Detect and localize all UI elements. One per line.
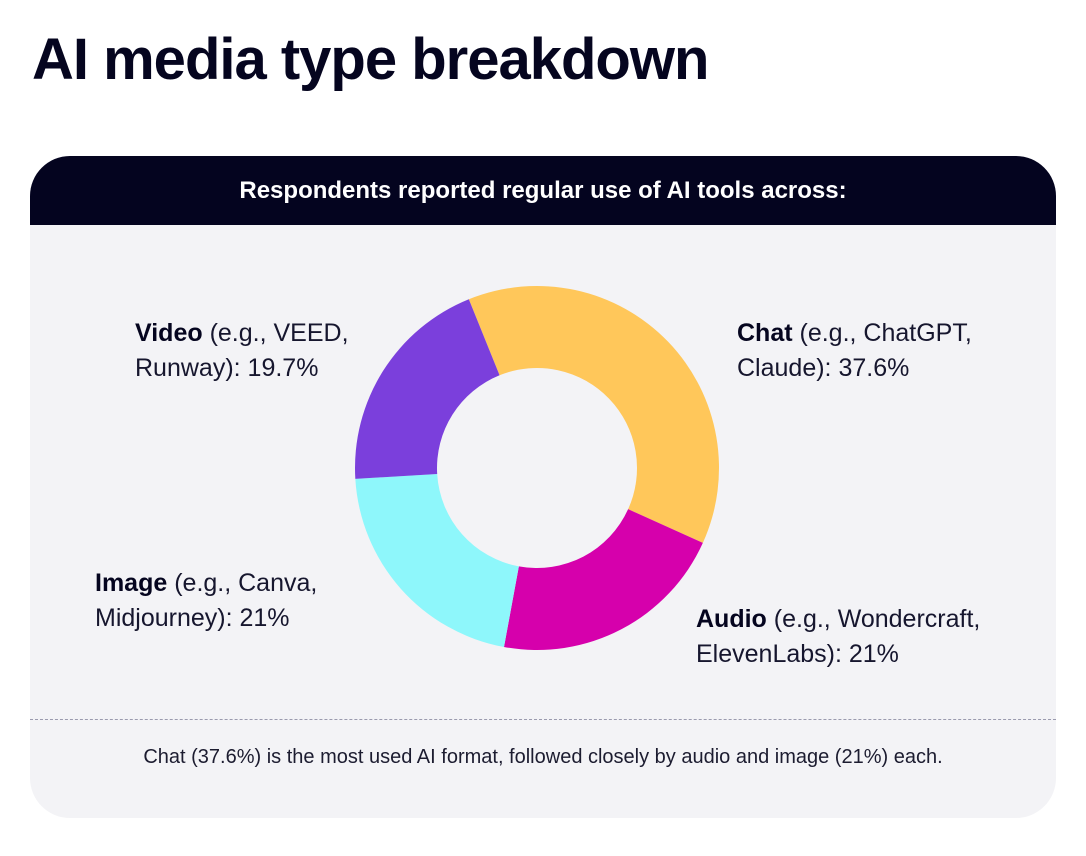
- donut-chart: [355, 286, 719, 650]
- chart-label-chat-value: Claude): 37.6%: [737, 354, 910, 382]
- chart-label-image-value: Midjourney): 21%: [95, 604, 290, 632]
- divider: [30, 719, 1056, 720]
- chart-label-image-name: Image: [95, 569, 168, 597]
- chart-label-audio-name: Audio: [696, 605, 767, 633]
- footer-note: Chat (37.6%) is the most used AI format,…: [143, 746, 943, 768]
- chart-label-audio: Audio (e.g., Wondercraft, ElevenLabs): 2…: [696, 602, 980, 672]
- page-title: AI media type breakdown: [32, 27, 709, 92]
- chart-label-video: Video (e.g., VEED, Runway): 19.7%: [135, 316, 349, 386]
- donut-slice-chat: [468, 286, 719, 543]
- card-header: Respondents reported regular use of AI t…: [30, 156, 1056, 225]
- chart-label-image: Image (e.g., Canva, Midjourney): 21%: [95, 566, 317, 636]
- donut-slice-video: [355, 299, 500, 479]
- chart-label-chat-name: Chat: [737, 319, 793, 347]
- chart-label-video-value: Runway): 19.7%: [135, 354, 319, 382]
- chart-card: Respondents reported regular use of AI t…: [30, 156, 1056, 818]
- chart-label-video-detail: (e.g., VEED,: [202, 319, 349, 347]
- chart-label-video-name: Video: [135, 319, 203, 347]
- donut-slice-audio: [503, 509, 703, 650]
- chart-label-image-detail: (e.g., Canva,: [167, 569, 318, 597]
- chart-label-chat-detail: (e.g., ChatGPT,: [792, 319, 972, 347]
- chart-label-audio-value: ElevenLabs): 21%: [696, 640, 899, 668]
- chart-label-chat: Chat (e.g., ChatGPT, Claude): 37.6%: [737, 316, 972, 386]
- donut-slice-image: [355, 473, 519, 647]
- chart-label-audio-detail: (e.g., Wondercraft,: [766, 605, 981, 633]
